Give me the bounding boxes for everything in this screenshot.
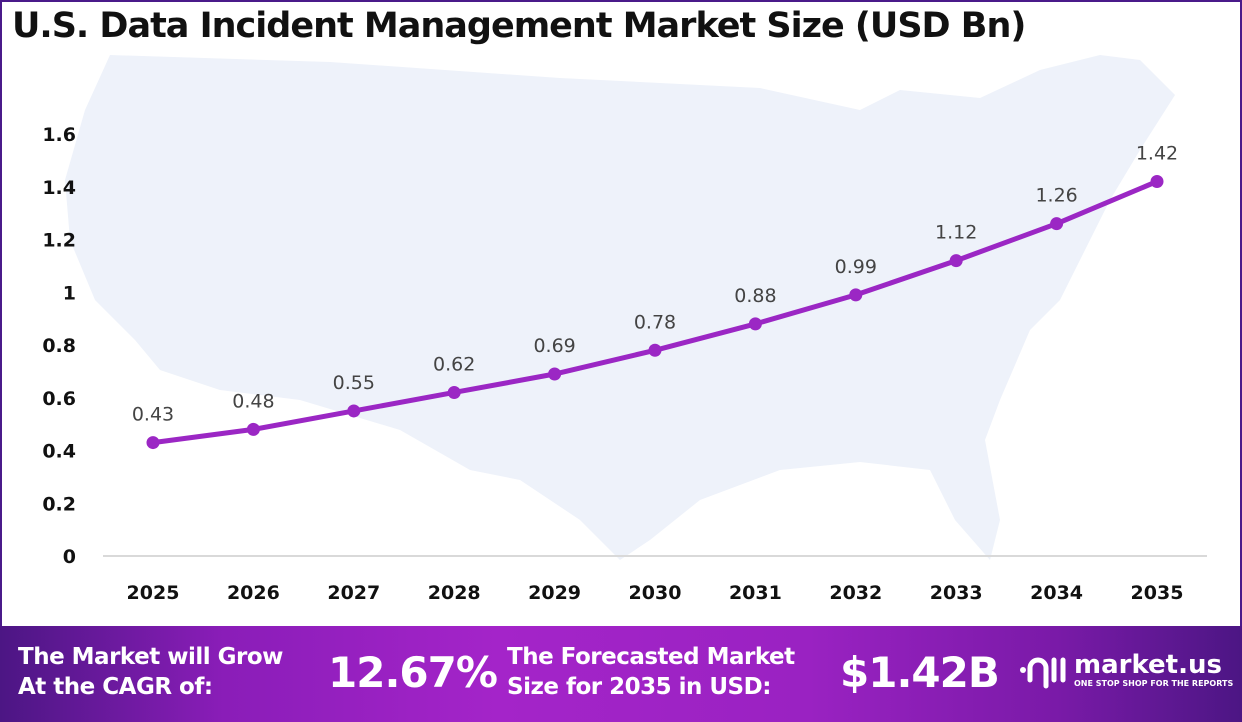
- x-tick-label: 2026: [227, 582, 280, 604]
- data-point: [648, 343, 662, 357]
- data-point: [849, 288, 863, 302]
- x-tick-label: 2033: [930, 582, 983, 604]
- x-tick-label: 2032: [829, 582, 882, 604]
- data-point: [447, 385, 461, 399]
- data-label: 0.48: [232, 390, 274, 412]
- y-tick-label: 0: [63, 546, 76, 568]
- data-point: [246, 422, 260, 436]
- data-point: [1150, 174, 1164, 188]
- y-tick-label: 1.6: [42, 124, 76, 146]
- market-us-logo-icon: [1020, 657, 1066, 689]
- y-tick-label: 0.2: [42, 493, 76, 515]
- forecast-label-line1: The Forecasted Market: [507, 644, 795, 670]
- forecast-label: The Forecasted Market Size for 2035 in U…: [507, 642, 795, 702]
- y-tick-label: 1.4: [42, 177, 76, 199]
- data-point: [548, 367, 562, 381]
- us-map-silhouette: [65, 55, 1175, 560]
- summary-banner: The Market will Grow At the CAGR of: 12.…: [0, 626, 1242, 722]
- data-label: 0.88: [734, 285, 776, 307]
- data-point: [146, 436, 160, 450]
- data-label: 0.62: [433, 353, 475, 375]
- data-point: [949, 254, 963, 268]
- data-label: 1.26: [1035, 185, 1077, 207]
- x-tick-label: 2030: [629, 582, 682, 604]
- x-tick-label: 2028: [428, 582, 481, 604]
- data-label: 0.99: [835, 256, 877, 278]
- data-point: [1050, 217, 1064, 231]
- forecast-value: $1.42B: [840, 648, 1000, 697]
- data-label: 1.12: [935, 222, 977, 244]
- logo-tagline: ONE STOP SHOP FOR THE REPORTS: [1074, 679, 1234, 688]
- y-tick-label: 1: [63, 282, 76, 304]
- x-tick-label: 2025: [127, 582, 180, 604]
- x-tick-label: 2034: [1030, 582, 1083, 604]
- y-tick-label: 1.2: [42, 230, 76, 252]
- y-tick-label: 0.4: [42, 441, 76, 463]
- x-tick-label: 2031: [729, 582, 782, 604]
- forecast-label-line2: Size for 2035 in USD:: [507, 674, 771, 700]
- x-tick-label: 2027: [327, 582, 380, 604]
- data-label: 0.43: [132, 404, 174, 426]
- line-chart: 0 0.2 0.4 0.6 0.8 1 1.2 1.4 1.6 2025 2026 2027 2028…: [42, 55, 1207, 604]
- cagr-label-line2: At the CAGR of:: [18, 674, 213, 700]
- x-tick-label: 2035: [1131, 582, 1184, 604]
- data-label: 0.55: [333, 372, 375, 394]
- x-tick-label: 2029: [528, 582, 581, 604]
- cagr-label: The Market will Grow At the CAGR of:: [18, 642, 283, 702]
- market-us-logo: market.us ONE STOP SHOP FOR THE REPORTS: [1018, 650, 1233, 690]
- data-label: 1.42: [1136, 142, 1178, 164]
- y-tick-label: 0.8: [42, 335, 76, 357]
- data-point: [748, 317, 762, 331]
- cagr-label-line1: The Market will Grow: [18, 644, 283, 670]
- y-tick-label: 0.6: [42, 388, 76, 410]
- data-label: 0.69: [533, 335, 575, 357]
- data-label: 0.78: [634, 311, 676, 333]
- chart-title: U.S. Data Incident Management Market Siz…: [12, 6, 1026, 46]
- logo-text: market.us: [1074, 650, 1222, 680]
- cagr-value: 12.67%: [328, 648, 498, 697]
- data-point: [347, 404, 361, 418]
